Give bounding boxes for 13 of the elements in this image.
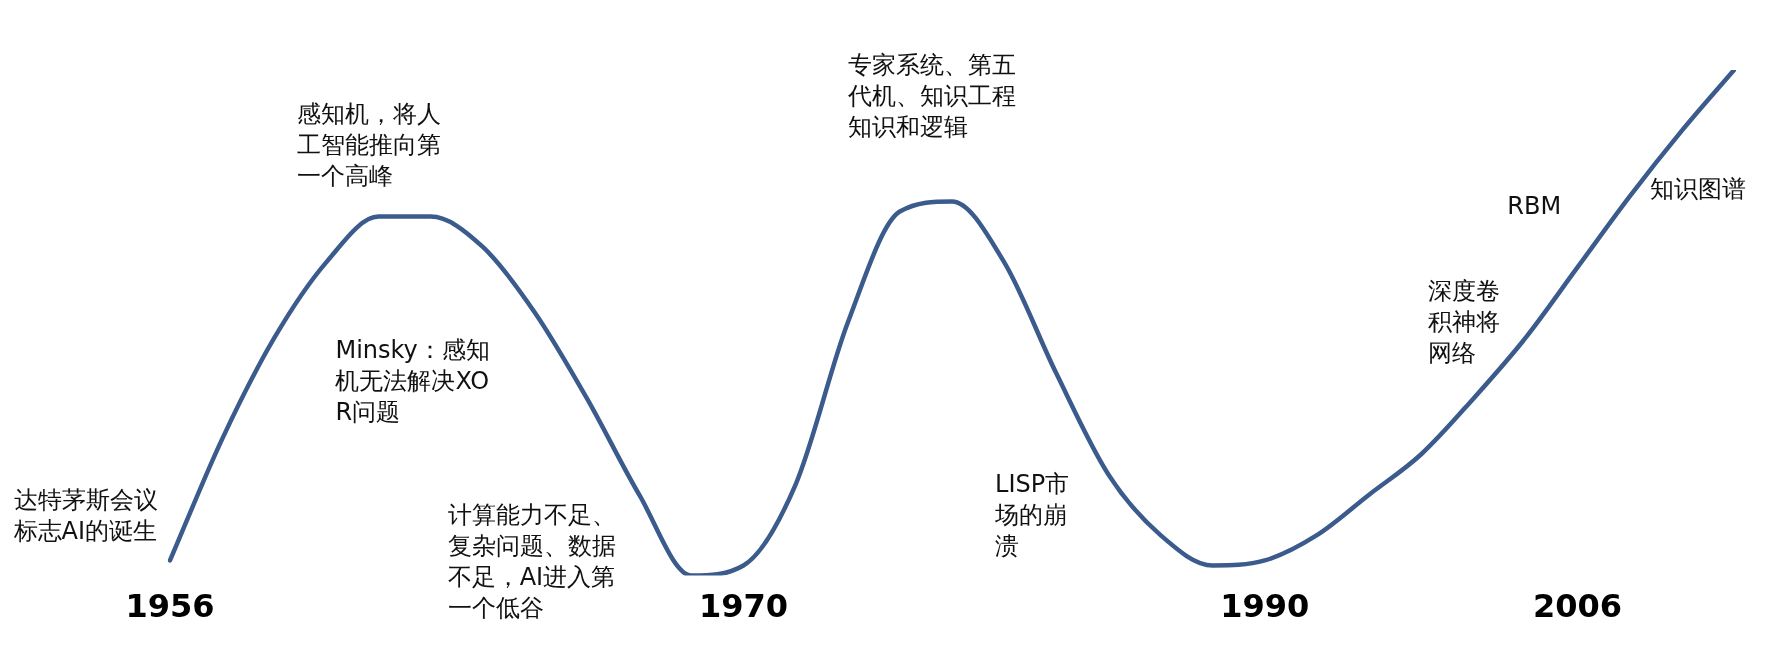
x-tick-label: 1956: [125, 587, 215, 626]
x-tick-label: 1990: [1220, 587, 1310, 626]
annotation: 深度卷积神将网络: [1427, 277, 1500, 368]
annotation: RBM: [1507, 192, 1562, 221]
annotation: 达特茅斯会议标志AI的诞生: [12, 485, 158, 545]
annotation: 感知机，将人工智能推向第一个高峰: [296, 100, 441, 191]
annotation: Minsky：感知机无法解决XOR问题: [335, 336, 490, 427]
annotation: 计算能力不足、复杂问题、数据不足，AI进入第一个低谷: [447, 500, 616, 622]
x-tick-label: 1970: [698, 587, 788, 626]
annotation: 专家系统、第五代机、知识工程知识和逻辑: [846, 50, 1016, 141]
x-tick-label: 2006: [1533, 587, 1623, 626]
annotation: 知识图谱: [1650, 175, 1747, 204]
annotation: LISP市场的崩溃: [994, 469, 1070, 560]
